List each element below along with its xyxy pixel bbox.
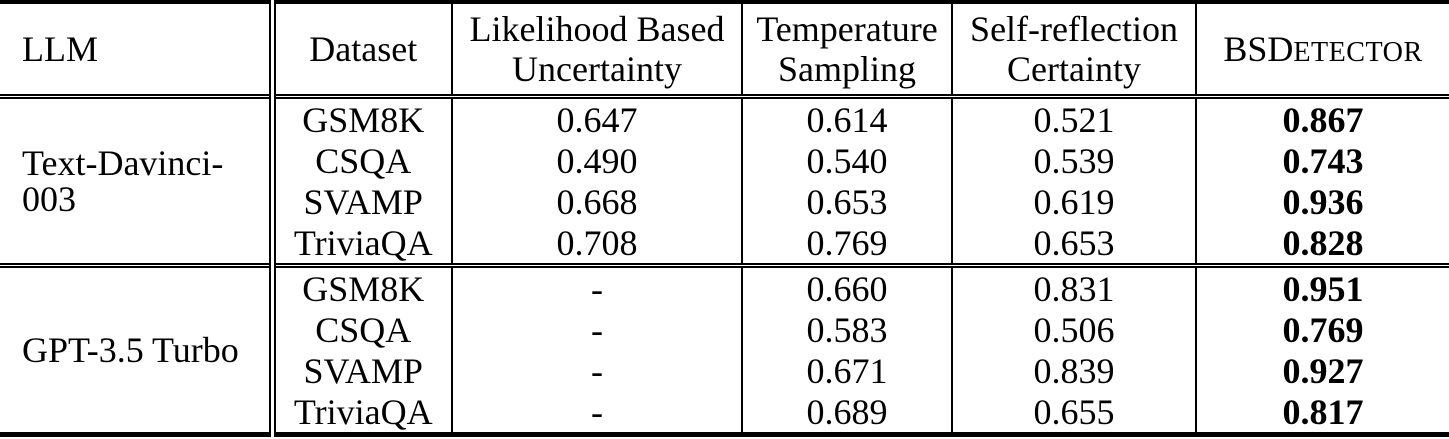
- likelihood-value-cell: 0.708: [452, 222, 743, 266]
- bsdetector-smallcaps: ETECTOR: [1293, 36, 1423, 68]
- col-header-bsdetector: BSDETECTOR: [1196, 2, 1449, 99]
- temperature-value-cell: 0.653: [742, 181, 953, 222]
- bsdetector-value-cell: 0.828: [1282, 222, 1364, 263]
- dataset-cell: TriviaQA: [272, 222, 453, 266]
- dataset-cell: SVAMP: [272, 181, 453, 222]
- dataset-cell: GSM8K: [272, 96, 453, 140]
- self-reflection-value-cell: 0.831: [952, 265, 1197, 309]
- col-header-dataset: Dataset: [272, 2, 453, 99]
- table-row: TriviaQA 0.708 0.769 0.653 0.828: [0, 222, 1449, 266]
- table-row: GPT-3.5 Turbo GSM8K - 0.660 0.831 0.951: [0, 265, 1449, 435]
- self-reflection-value-cell: 0.506: [952, 309, 1197, 350]
- bsdetector-value-cell: 0.867: [1282, 99, 1364, 140]
- temperature-value-cell: 0.614: [742, 96, 953, 140]
- temperature-value-cell: 0.660: [742, 265, 953, 309]
- table-row: CSQA - 0.583 0.506 0.769: [0, 309, 1449, 350]
- dataset-cell: SVAMP: [272, 350, 453, 391]
- table-row: SVAMP 0.668 0.653 0.619 0.936: [0, 181, 1449, 222]
- dataset-cell: TriviaQA: [272, 391, 453, 435]
- llm-name-cell: Text-Davinci-003: [0, 96, 276, 266]
- col-header-temperature-sampling: Temperature Sampling: [742, 2, 953, 99]
- dataset-cell: CSQA: [272, 309, 453, 350]
- self-reflection-value-cell: 0.653: [952, 222, 1197, 266]
- temperature-value-cell: 0.689: [742, 391, 953, 435]
- self-reflection-value-cell: 0.521: [952, 96, 1197, 140]
- temperature-value-cell: 0.769: [742, 222, 953, 266]
- col-header-likelihood-uncertainty: Likelihood Based Uncertainty: [452, 2, 743, 99]
- self-reflection-value-cell: 0.539: [952, 140, 1197, 181]
- group-gpt-35-turbo: GPT-3.5 Turbo GSM8K - 0.660 0.831 0.951 …: [0, 265, 1449, 435]
- temperature-value-cell: 0.540: [742, 140, 953, 181]
- likelihood-value-cell: -: [452, 350, 743, 391]
- table-row: Text-Davinci-003 GSM8K 0.647 0.614 0.521…: [0, 96, 1449, 266]
- dataset-cell: GSM8K: [272, 265, 453, 309]
- table-row: SVAMP - 0.671 0.839 0.927: [0, 350, 1449, 391]
- col-header-self-reflection-certainty: Self-reflection Certainty: [952, 2, 1197, 99]
- llm-name-cell: GPT-3.5 Turbo: [0, 265, 276, 435]
- likelihood-value-cell: -: [452, 309, 743, 350]
- bsdetector-value-cell: 0.769: [1282, 309, 1364, 350]
- likelihood-value-cell: 0.647: [452, 96, 743, 140]
- dataset-cell: CSQA: [272, 140, 453, 181]
- self-reflection-value-cell: 0.655: [952, 391, 1197, 435]
- col-header-llm: LLM: [0, 2, 276, 99]
- bsdetector-value-cell: 0.951: [1282, 268, 1364, 309]
- self-reflection-value-cell: 0.619: [952, 181, 1197, 222]
- bsdetector-value-cell: 0.927: [1282, 350, 1364, 391]
- bsdetector-caps: BSD: [1223, 28, 1294, 69]
- temperature-value-cell: 0.671: [742, 350, 953, 391]
- group-text-davinci-003: Text-Davinci-003 GSM8K 0.647 0.614 0.521…: [0, 96, 1449, 266]
- bsdetector-value-cell: 0.936: [1282, 181, 1364, 222]
- table-row: CSQA 0.490 0.540 0.539 0.743: [0, 140, 1449, 181]
- likelihood-value-cell: -: [452, 265, 743, 309]
- self-reflection-value-cell: 0.839: [952, 350, 1197, 391]
- header-row: LLM Dataset Likelihood Based Uncertainty…: [0, 2, 1449, 99]
- bsdetector-value-cell: 0.817: [1282, 391, 1364, 432]
- bsdetector-value-cell: 0.743: [1282, 140, 1364, 181]
- likelihood-value-cell: 0.490: [452, 140, 743, 181]
- likelihood-value-cell: -: [452, 391, 743, 435]
- table-row: TriviaQA - 0.689 0.655 0.817: [0, 391, 1449, 435]
- temperature-value-cell: 0.583: [742, 309, 953, 350]
- likelihood-value-cell: 0.668: [452, 181, 743, 222]
- table-header: LLM Dataset Likelihood Based Uncertainty…: [0, 2, 1449, 99]
